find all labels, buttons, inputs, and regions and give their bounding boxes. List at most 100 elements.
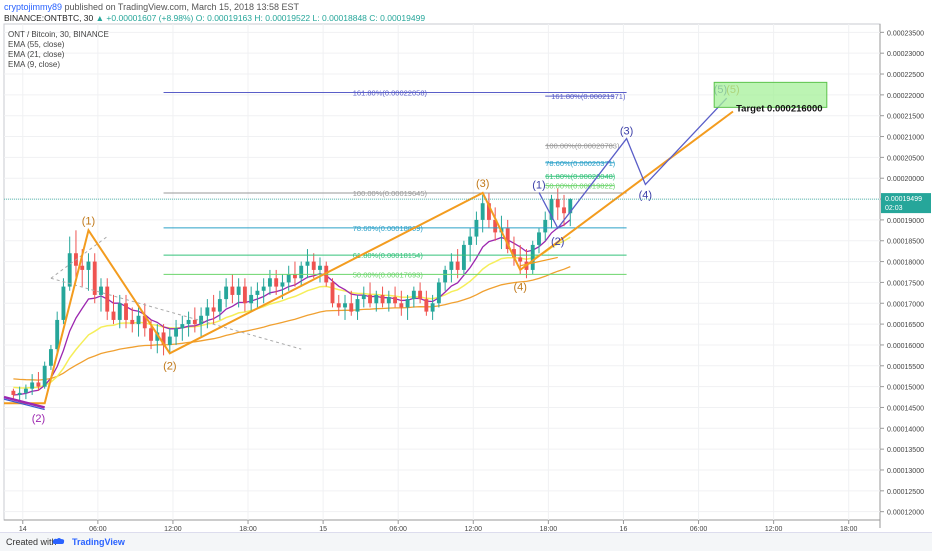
- wave-label-orange: (1): [82, 215, 95, 227]
- orange-wave-line: [520, 256, 558, 267]
- y-tick-label: 0.00022000: [887, 93, 924, 100]
- wave-label-orange: (4): [513, 282, 526, 294]
- legend-ema9[interactable]: EMA (9, close): [8, 60, 61, 69]
- candle-body: [217, 299, 222, 312]
- candle-body: [242, 286, 247, 304]
- candle-body: [374, 294, 379, 304]
- wave-label-orange: (3): [476, 178, 489, 190]
- close-value: C: 0.00019499: [369, 13, 426, 23]
- candle-body: [537, 232, 541, 245]
- candle-body: [211, 307, 216, 312]
- candle-body: [311, 261, 316, 270]
- candle-body: [486, 203, 491, 220]
- candle-body: [136, 315, 141, 325]
- x-tick-label: 12:00: [765, 526, 783, 533]
- candle-body: [411, 290, 416, 300]
- wave-label-orange: (2): [163, 360, 176, 372]
- y-tick-label: 0.00020000: [887, 176, 924, 183]
- x-tick-label: 06:00: [690, 526, 708, 533]
- y-tick-label: 0.00016500: [887, 322, 924, 329]
- candle-body: [167, 336, 172, 345]
- candle-body: [230, 286, 235, 295]
- ohlc-bar: BINANCE:ONTBTC, 30 ▲ +0.00001607 (+8.98%…: [4, 13, 425, 24]
- target-zone-box: [713, 81, 828, 108]
- candle-body: [92, 261, 97, 295]
- open-value: O: 0.00019163: [195, 13, 253, 23]
- candle-body: [67, 253, 72, 287]
- x-tick-label: 06:00: [389, 526, 407, 533]
- candle-body: [261, 286, 266, 291]
- y-tick-label: 0.00014000: [887, 426, 924, 433]
- candle-body: [455, 261, 460, 270]
- candle-body: [99, 286, 103, 295]
- legend-ema21[interactable]: EMA (21, close): [8, 50, 65, 59]
- candle-body: [142, 315, 147, 329]
- candle-body: [505, 228, 510, 250]
- blue-base-line: [3, 398, 45, 411]
- legend-ema55[interactable]: EMA (55, close): [8, 40, 65, 49]
- candle-body: [318, 265, 322, 270]
- candle-body: [299, 265, 304, 279]
- candle-body: [192, 319, 197, 325]
- candle-body: [349, 303, 354, 312]
- candle-body: [186, 319, 191, 325]
- candle-body: [568, 199, 573, 214]
- candle-body: [343, 303, 347, 308]
- candle-body: [361, 294, 366, 300]
- y-tick-label: 0.00013500: [887, 447, 924, 454]
- chart-legend: ONT / Bitcoin, 30, BINANCE EMA (55, clos…: [8, 30, 109, 70]
- candle-body: [286, 274, 291, 283]
- candle-body: [105, 286, 110, 312]
- symbol-label: BINANCE:ONTBTC, 30: [4, 13, 94, 23]
- candle-body: [424, 299, 429, 312]
- candle-body: [380, 294, 385, 304]
- candle-body: [149, 328, 153, 341]
- y-tick-label: 0.00017000: [887, 301, 924, 308]
- low-value: L: 0.00018848: [312, 13, 367, 23]
- x-tick-label: 06:00: [89, 526, 107, 533]
- blue-wave-line: [538, 97, 728, 230]
- candle-body: [249, 294, 254, 304]
- x-tick-label: 15: [319, 526, 327, 533]
- fib-level-label: 61.80%(0.00018154): [353, 251, 424, 260]
- y-tick-label: 0.00014500: [887, 405, 924, 412]
- publish-header: cryptojimmy89 published on TradingView.c…: [4, 2, 299, 13]
- y-tick-label: 0.00021000: [887, 135, 924, 142]
- x-tick-label: 12:00: [164, 526, 182, 533]
- candle-body: [124, 303, 128, 320]
- candle-body: [543, 219, 548, 233]
- fib-level-label: 78.60%(0.00018809): [353, 224, 424, 233]
- candle-body: [562, 207, 566, 214]
- last-price-tag: [881, 193, 931, 214]
- orange-wave-line: [4, 110, 734, 405]
- author-link[interactable]: cryptojimmy89: [4, 2, 63, 12]
- tradingview-brand-link[interactable]: TradingView: [72, 537, 125, 547]
- fib-level-label: 161.80%(0.00021971): [551, 92, 626, 101]
- candle-body: [305, 261, 310, 266]
- y-tick-label: 0.00018500: [887, 239, 924, 246]
- dashed-trend-line: [50, 277, 302, 350]
- dashed-trend-line: [50, 236, 108, 279]
- created-with-label: Created with: [6, 537, 57, 547]
- y-tick-label: 0.00013000: [887, 468, 924, 475]
- tradingview-cloud-icon: [52, 538, 65, 544]
- candle-body: [155, 332, 160, 341]
- x-tick-label: 16: [620, 526, 628, 533]
- candle-body: [80, 265, 85, 270]
- y-tick-label: 0.00016000: [887, 343, 924, 350]
- y-tick-label: 0.00023500: [887, 30, 924, 37]
- candle-body: [493, 219, 498, 233]
- candle-body: [436, 282, 441, 304]
- candle-body: [336, 303, 341, 308]
- candle-body: [117, 303, 122, 320]
- candle-body: [461, 244, 466, 270]
- candle-body: [267, 278, 272, 287]
- candle-body: [443, 269, 448, 283]
- candle-body: [274, 278, 279, 287]
- y-tick-label: 0.00017500: [887, 280, 924, 287]
- fib-level-label: 161.80%(0.00022058): [353, 88, 428, 97]
- purple-wave-line: [3, 395, 45, 409]
- wave-label-blue: (4): [639, 189, 652, 201]
- countdown-label: 02:03: [885, 205, 903, 212]
